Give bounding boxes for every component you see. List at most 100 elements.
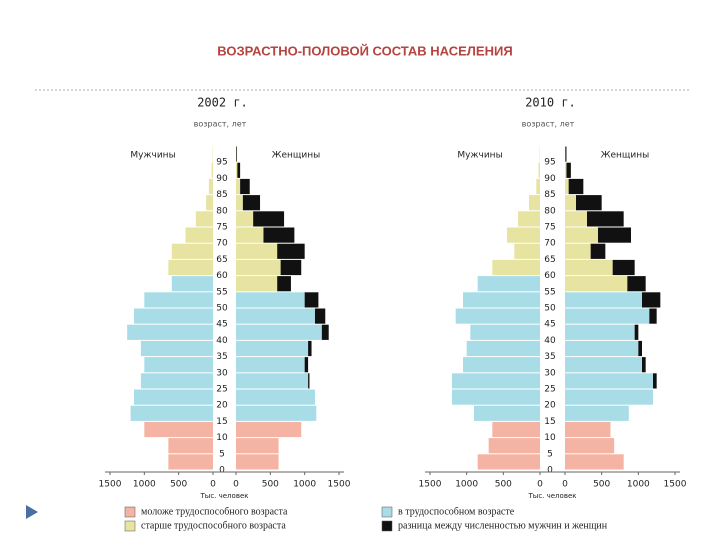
y-tick-label: 65 [216,255,227,265]
bar-women [565,389,653,405]
y-tick-label: 5 [219,449,225,459]
chart-year: 2010 г. [525,96,576,110]
x-tick-label: 500 [593,480,610,490]
bar-men [195,211,213,227]
bar-difference [634,324,639,340]
bar-men [140,373,213,389]
legend-label: разница между численностью мужчин и женщ… [398,520,608,531]
y-tick-label: 60 [216,271,228,281]
y-tick-label: 30 [544,368,556,378]
bar-difference [642,292,661,308]
y-tick-label: 10 [544,433,556,443]
bar-women [236,438,279,454]
x-tick-label: 1000 [455,480,478,490]
y-tick-label: 15 [216,417,227,427]
y-tick-label: 75 [544,223,555,233]
y-tick-label: 85 [544,190,555,200]
bar-difference [242,195,261,211]
bar-men [171,243,213,259]
bar-women [236,178,241,195]
bar-men [211,162,213,178]
bar-women [236,162,238,178]
bar-difference [277,243,305,259]
bar-difference [576,195,602,211]
legend-label: старше трудоспособного возраста [141,520,286,531]
bar-men [168,438,213,454]
y-tick-label: 80 [216,206,228,216]
legend-swatch [381,506,393,518]
y-tick-label: 70 [544,239,556,249]
legend-label: в трудоспособном возрасте [398,506,515,517]
y-tick-label: 95 [544,158,555,168]
bar-women [236,405,317,421]
bar-difference [236,146,238,162]
bar-men [168,259,213,276]
bar-women [565,243,591,259]
bar-women [236,259,281,276]
bar-women [565,211,587,227]
bar-women [565,454,624,470]
bar-men [492,421,540,438]
bar-women [236,421,302,438]
y-tick-label: 0 [219,466,225,476]
x-tick-label: 0 [210,480,216,490]
bar-men [529,195,540,211]
x-tick-label: 1500 [664,480,687,490]
page-title: ВОЗРАСТНО-ПОЛОВОЙ СОСТАВ НАСЕЛЕНИЯ [217,43,512,58]
y-tick-label: 60 [544,271,556,281]
bar-women [236,243,278,259]
bar-women [565,259,613,276]
x-tick-label: 1500 [99,480,122,490]
bar-difference [653,373,657,389]
bar-men [463,357,540,373]
bar-difference [565,146,567,162]
bar-men [144,357,213,373]
bar-men [171,276,213,292]
bar-women [236,373,309,389]
bar-difference [240,178,250,195]
x-axis-label: Тыс. человек [200,492,249,500]
bar-women [236,308,315,324]
bar-men [206,195,213,211]
bar-difference [649,308,657,324]
y-tick-label: 85 [216,190,227,200]
bar-difference [598,227,631,243]
bar-men [208,178,213,195]
bar-women [236,227,264,243]
bar-women [565,421,611,438]
bar-men [134,308,213,324]
bar-women [236,292,305,308]
bar-men [134,389,213,405]
bar-women [565,227,598,243]
y-tick-label: 70 [216,239,228,249]
y-tick-label: 80 [544,206,556,216]
x-tick-label: 500 [495,480,512,490]
bar-men [463,292,540,308]
y-tick-label: 45 [216,320,227,330]
bar-men [477,454,540,470]
bar-difference [237,162,241,178]
x-tick-label: 0 [562,480,568,490]
bar-difference [277,276,291,292]
y-tick-label: 50 [216,304,228,314]
y-tick-label: 65 [544,255,555,265]
bar-men [140,340,213,357]
y-tick-label: 90 [216,174,228,184]
legend-label: моложе трудоспособного возраста [141,506,288,517]
y-tick-label: 35 [544,352,555,362]
bar-women [236,454,279,470]
bar-difference [253,211,285,227]
legend-swatch [124,520,136,532]
bar-men [130,405,213,421]
bar-men [477,276,540,292]
bar-men [507,227,540,243]
bar-difference [308,340,312,357]
bar-men [127,324,213,340]
bar-difference [304,357,309,373]
y-tick-label: 55 [216,287,227,297]
y-tick-label: 15 [544,417,555,427]
bar-men [466,340,540,357]
bar-men [514,243,540,259]
y-tick-label: 40 [216,336,228,346]
x-tick-label: 500 [170,480,187,490]
